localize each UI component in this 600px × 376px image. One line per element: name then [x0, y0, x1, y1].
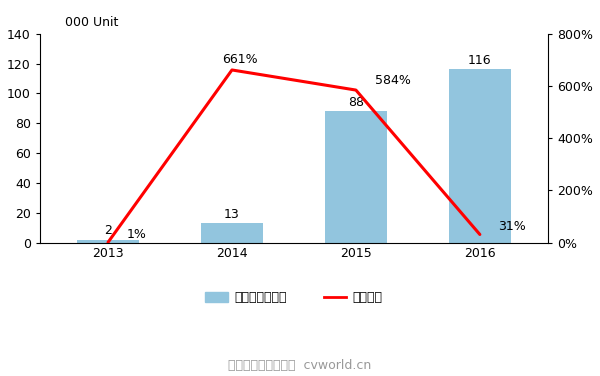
Bar [201, 223, 263, 243]
Text: 000 Unit: 000 Unit [65, 16, 118, 29]
Text: 2: 2 [104, 224, 112, 237]
Text: 制图：第一商用车网  cvworld.cn: 制图：第一商用车网 cvworld.cn [229, 359, 371, 372]
Text: 31%: 31% [499, 220, 526, 233]
Text: 584%: 584% [374, 74, 410, 88]
Text: 88: 88 [348, 96, 364, 109]
Bar [449, 70, 511, 243]
Bar [77, 240, 139, 243]
Text: 13: 13 [224, 208, 240, 221]
Text: 1%: 1% [127, 228, 146, 241]
Legend: 纯电动客车产量, 同比增长: 纯电动客车产量, 同比增长 [200, 287, 388, 309]
Text: 661%: 661% [222, 53, 257, 66]
Bar [325, 111, 387, 243]
Text: 116: 116 [468, 54, 491, 67]
